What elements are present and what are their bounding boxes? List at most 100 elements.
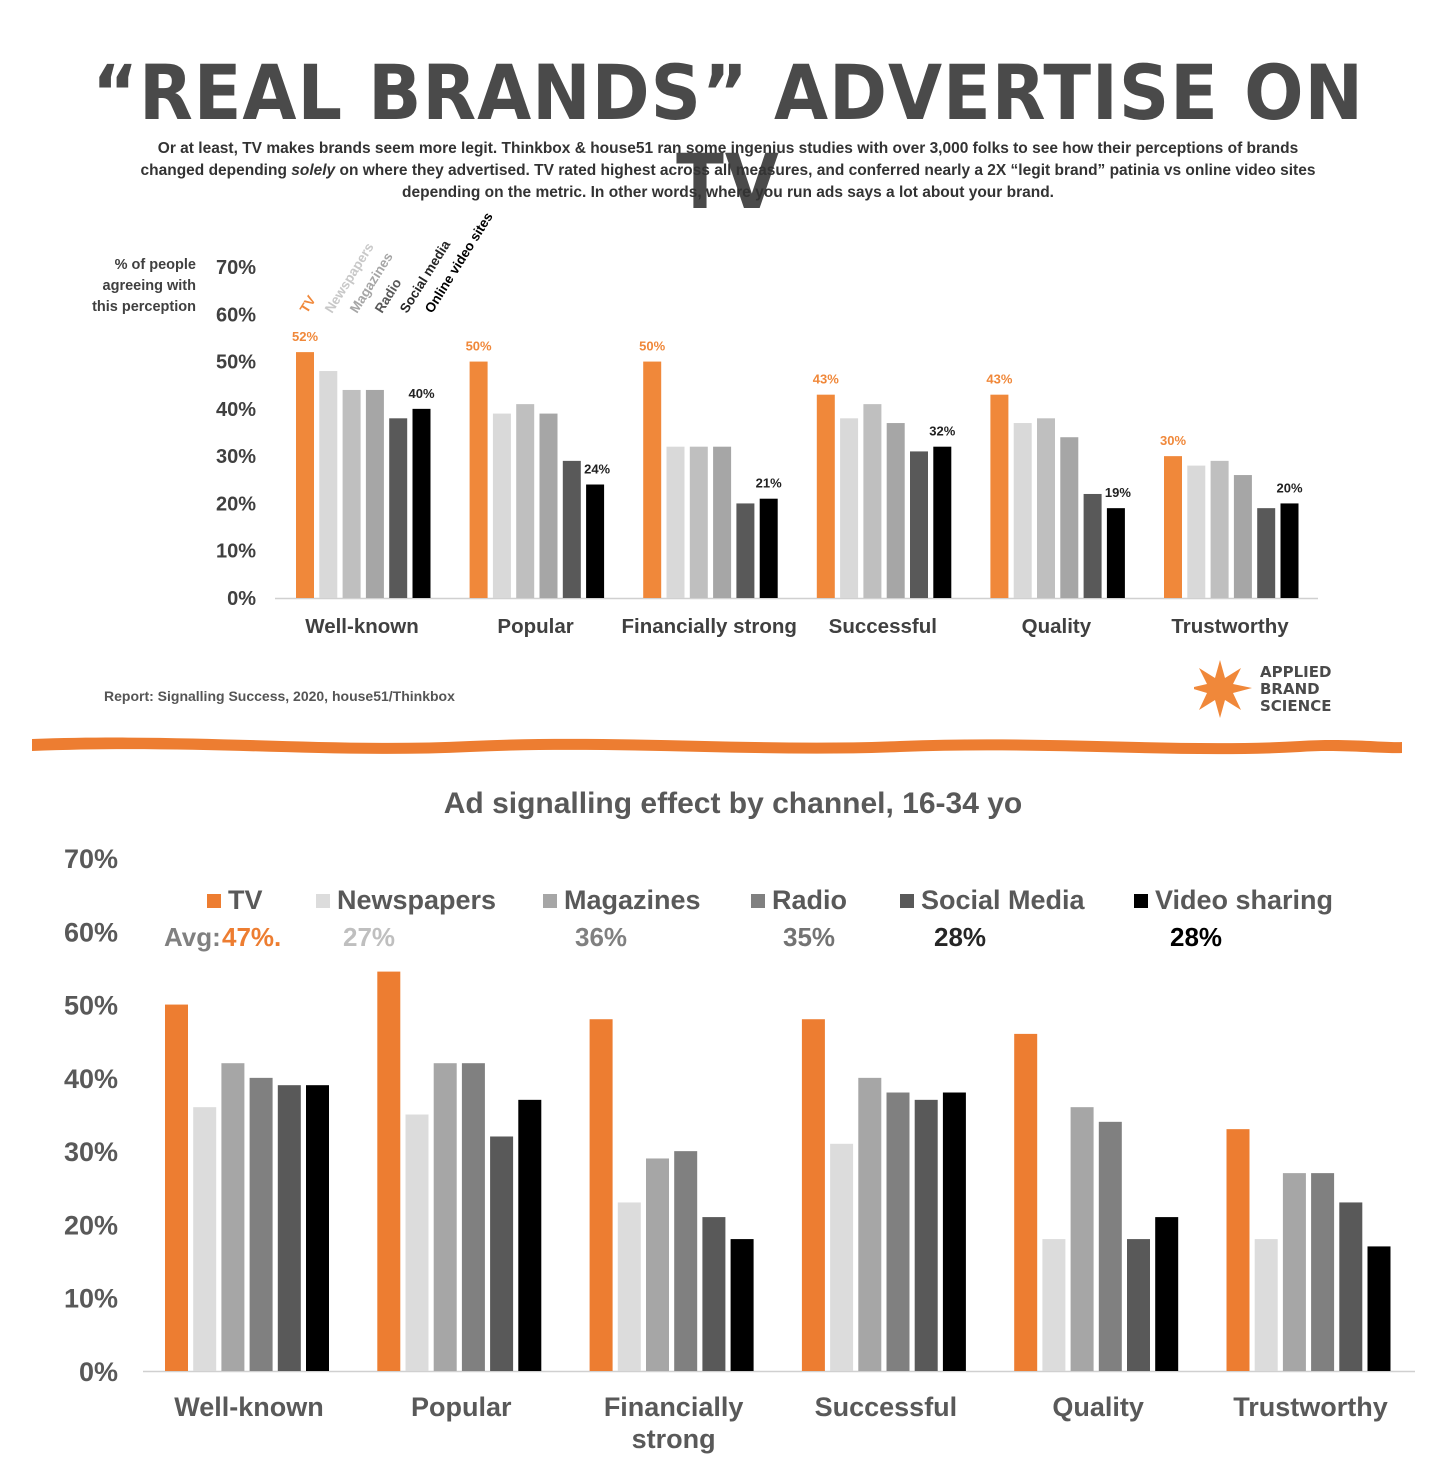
chart-top-perceptions: % of people agreeing with this perception 0… <box>92 210 1318 638</box>
bar-radio <box>1098 1121 1122 1371</box>
bar-radio <box>674 1151 698 1371</box>
legend-label: Newspapers <box>337 885 496 915</box>
bar-magazines <box>646 1158 669 1371</box>
bar-newspapers <box>830 1143 854 1371</box>
bar-tv <box>643 361 662 598</box>
bar-radio <box>1311 1173 1335 1371</box>
bar-social-media <box>490 1136 514 1371</box>
bar-radio <box>461 1063 485 1371</box>
bar-social-media <box>914 1099 938 1371</box>
y-tick-label: 70% <box>216 257 256 279</box>
avg-value: 36% <box>575 922 627 952</box>
y-tick-label: 20% <box>216 493 256 515</box>
y-axis-label-line: agreeing with <box>103 278 196 294</box>
bar-radio <box>1060 437 1079 598</box>
bar-magazines <box>1037 418 1055 598</box>
bar-radio <box>365 389 384 598</box>
x-category-label: Trustworthy <box>1233 1392 1388 1422</box>
bar-social-media <box>389 418 408 598</box>
bar-tv <box>589 1019 613 1371</box>
x-category-label: Successful <box>829 615 937 638</box>
data-label: 43% <box>813 372 839 387</box>
bar-online-video-sites <box>586 484 605 598</box>
y-tick-label: 0% <box>227 588 256 610</box>
bar-radio <box>713 446 732 598</box>
bar-magazines <box>221 1063 245 1371</box>
bar-tv <box>469 361 488 598</box>
data-label: 52% <box>292 329 318 344</box>
y-tick-label: 0% <box>79 1357 118 1387</box>
bar-social-media <box>1257 508 1276 598</box>
y-tick-label: 30% <box>216 446 256 468</box>
bar-radio <box>1233 475 1252 598</box>
bar-newspapers <box>617 1202 641 1371</box>
bar-online-video-sites <box>933 446 952 598</box>
y-tick-label: 20% <box>64 1210 118 1240</box>
bar-tv <box>1226 1129 1250 1371</box>
bar-video-sharing <box>1367 1246 1391 1371</box>
data-label: 24% <box>584 462 610 477</box>
bar-radio <box>886 423 905 598</box>
chart-title: Ad signalling effect by channel, 16-34 y… <box>444 787 1022 820</box>
avg-value: 28% <box>1170 922 1222 952</box>
bar-newspapers <box>193 1107 217 1371</box>
y-tick-label: 10% <box>216 541 256 563</box>
bar-video-sharing <box>518 1099 542 1371</box>
data-label: 32% <box>929 424 955 439</box>
logo-line-2: BRAND <box>1260 680 1320 698</box>
orange-brush-stroke <box>32 737 1402 755</box>
bar-social-media <box>736 503 755 598</box>
x-category-label: Well-known <box>305 615 419 638</box>
bar-magazines <box>689 446 708 598</box>
intro-text: Or at least, TV makes brands seem more l… <box>140 138 1316 204</box>
bar-tv <box>296 352 314 598</box>
logo-line-3: SCIENCE <box>1260 697 1332 715</box>
bar-social-media <box>1083 493 1102 598</box>
y-tick-label: 40% <box>216 399 256 421</box>
x-category-label: Popular <box>497 615 573 638</box>
x-category-label: Trustworthy <box>1171 615 1289 638</box>
bar-tv <box>816 394 835 598</box>
legend-swatch <box>751 894 765 908</box>
x-category-label: Popular <box>411 1392 512 1422</box>
bar-radio <box>249 1077 273 1371</box>
bar-magazines <box>433 1063 457 1371</box>
bar-social-media <box>562 460 581 598</box>
bar-radio <box>886 1092 910 1371</box>
x-category-label: Quality <box>1022 615 1092 638</box>
bar-radio <box>539 413 558 598</box>
bar-newspapers <box>405 1114 429 1371</box>
bar-tv <box>165 1004 188 1371</box>
x-category-label: strong <box>632 1424 716 1454</box>
data-label: 30% <box>1160 433 1186 448</box>
bar-magazines <box>858 1077 882 1371</box>
bar-newspapers <box>1187 465 1206 598</box>
bar-social-media <box>1339 1202 1363 1371</box>
bar-magazines <box>1210 460 1229 598</box>
y-tick-label: 40% <box>64 1064 118 1094</box>
bar-social-media <box>910 451 928 598</box>
y-axis-label-line: % of people <box>115 257 196 273</box>
legend-label: Radio <box>772 885 847 915</box>
bar-magazines <box>516 404 535 598</box>
intro-part1: Or at least, TV makes brands seem more l… <box>140 140 1299 179</box>
bar-magazines <box>863 404 882 598</box>
bar-newspapers <box>1254 1239 1278 1371</box>
y-tick-label: 60% <box>64 917 118 947</box>
data-label: 43% <box>986 372 1012 387</box>
legend-swatch <box>900 894 914 908</box>
bar-video-sharing <box>942 1092 966 1371</box>
legend-swatch <box>1134 894 1148 908</box>
bar-newspapers <box>319 371 338 598</box>
bar-online-video-sites <box>759 498 778 598</box>
y-tick-label: 70% <box>64 844 118 874</box>
y-tick-label: 10% <box>64 1284 118 1314</box>
x-category-label: Financially <box>604 1392 744 1422</box>
brand-logo: APPLIED BRAND SCIENCE <box>1194 658 1354 722</box>
bar-video-sharing <box>1155 1217 1179 1371</box>
page-title: “REAL BRANDS” ADVERTISE ON TV <box>92 48 1364 226</box>
avg-value: 28% <box>934 922 986 952</box>
y-axis-label-line: this perception <box>92 299 196 315</box>
y-tick-label: 30% <box>64 1137 118 1167</box>
legend-label: TV <box>297 293 319 316</box>
